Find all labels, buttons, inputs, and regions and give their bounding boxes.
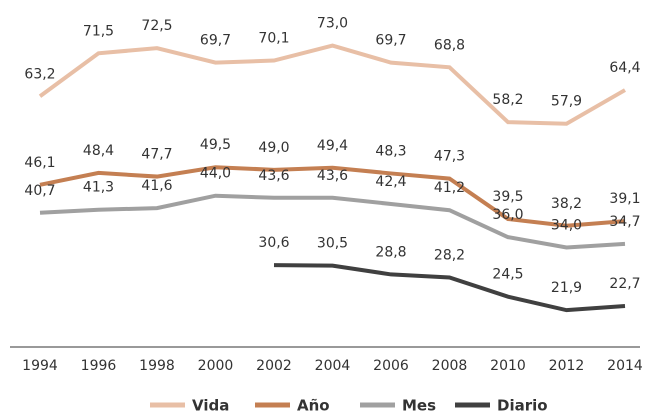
data-label: 70,1: [258, 31, 289, 47]
x-tick-label: 1998: [139, 358, 175, 374]
data-label: 47,3: [434, 149, 465, 165]
x-tick-label: 1994: [22, 358, 58, 374]
data-label: 43,6: [317, 168, 348, 184]
data-label: 46,1: [24, 155, 55, 171]
x-tick-label: 2012: [549, 358, 585, 374]
series-line: [39, 165, 626, 228]
data-label: 42,4: [375, 174, 406, 190]
legend-label: Mes: [402, 397, 436, 415]
series-line: [273, 263, 626, 313]
x-tick-label: 2014: [607, 358, 643, 374]
x-tick-label: 2006: [373, 358, 409, 374]
data-label: 34,7: [609, 214, 640, 230]
legend-label: Año: [297, 397, 330, 415]
data-label: 34,0: [551, 218, 582, 234]
data-label: 44,0: [200, 166, 231, 182]
data-label: 22,7: [609, 276, 640, 292]
data-label: 30,5: [317, 236, 348, 252]
data-label: 49,5: [200, 137, 231, 153]
data-label: 21,9: [551, 280, 582, 296]
data-label: 41,2: [434, 180, 465, 196]
data-label: 48,4: [83, 143, 114, 159]
data-label: 41,3: [83, 180, 114, 196]
legend-label: Vida: [192, 397, 229, 415]
data-label: 48,3: [375, 143, 406, 159]
data-label: 69,7: [200, 33, 231, 49]
data-label: 49,4: [317, 138, 348, 154]
data-label: 57,9: [551, 94, 582, 110]
data-label: 47,7: [141, 147, 172, 163]
x-tick-label: 2004: [315, 358, 351, 374]
data-label: 40,7: [24, 183, 55, 199]
data-label: 24,5: [492, 267, 523, 283]
data-label: 38,2: [551, 196, 582, 212]
data-label: 39,5: [492, 189, 523, 205]
data-label: 69,7: [375, 33, 406, 49]
x-tick-label: 1996: [81, 358, 117, 374]
x-tick-label: 2002: [256, 358, 292, 374]
data-label: 73,0: [317, 16, 348, 32]
x-tick-label: 2000: [198, 358, 234, 374]
legend-label: Diario: [497, 397, 548, 415]
data-label: 43,6: [258, 168, 289, 184]
data-label: 28,2: [434, 248, 465, 264]
series-line: [39, 193, 626, 250]
data-label: 71,5: [83, 23, 114, 39]
data-label: 28,8: [375, 244, 406, 260]
series-line: [38, 43, 626, 126]
data-label: 63,2: [24, 66, 55, 82]
data-label: 30,6: [258, 235, 289, 251]
x-tick-label: 2008: [432, 358, 468, 374]
data-label: 72,5: [141, 18, 172, 34]
data-label: 58,2: [492, 92, 523, 108]
data-label: 41,6: [141, 178, 172, 194]
data-label: 64,4: [609, 60, 640, 76]
data-label: 49,0: [258, 140, 289, 156]
data-label: 68,8: [434, 37, 465, 53]
x-tick-label: 2010: [490, 358, 526, 374]
data-label: 36,0: [492, 207, 523, 223]
data-label: 39,1: [609, 191, 640, 207]
